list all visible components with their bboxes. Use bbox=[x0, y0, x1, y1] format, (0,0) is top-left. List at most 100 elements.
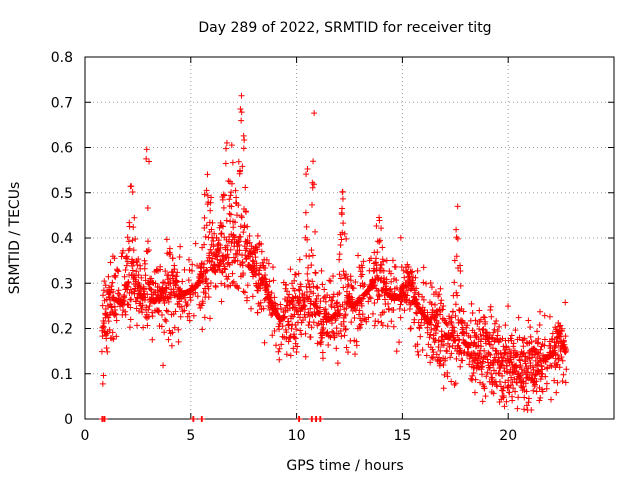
data-point-1746 bbox=[412, 309, 419, 316]
data-point-2544 bbox=[556, 333, 563, 340]
data-point-240 bbox=[142, 260, 149, 267]
data-point-1439 bbox=[357, 268, 364, 275]
data-point-2289 bbox=[510, 340, 517, 347]
data-point-666 bbox=[218, 230, 225, 237]
data-point-138 bbox=[123, 262, 130, 269]
data-point-1582 bbox=[383, 285, 390, 292]
data-point-988 bbox=[276, 345, 283, 352]
data-point-561 bbox=[199, 300, 206, 307]
data-point-1285 bbox=[330, 273, 337, 280]
data-point-2558 bbox=[559, 325, 566, 332]
data-point-209 bbox=[136, 281, 143, 288]
data-point-1881 bbox=[437, 347, 444, 354]
data-point-2592 bbox=[296, 416, 303, 422]
data-point-1863 bbox=[434, 323, 441, 330]
data-point-1407 bbox=[351, 351, 358, 358]
y-tick-label-6: 0.6 bbox=[51, 141, 73, 157]
chart-title: Day 289 of 2022, SRMTID for receiver tit… bbox=[198, 20, 491, 36]
data-point-2121 bbox=[480, 326, 487, 333]
data-point-2208 bbox=[496, 323, 503, 330]
data-point-1780 bbox=[419, 293, 426, 300]
data-point-2347 bbox=[521, 406, 528, 413]
data-point-2345 bbox=[520, 383, 527, 390]
data-point-1572 bbox=[381, 279, 388, 286]
data-point-2166 bbox=[488, 375, 495, 382]
data-point-569 bbox=[201, 225, 208, 232]
data-point-650 bbox=[215, 237, 222, 244]
data-point-1940 bbox=[447, 318, 454, 325]
data-point-2264 bbox=[506, 346, 513, 353]
data-point-529 bbox=[194, 262, 201, 269]
data-point-2059 bbox=[469, 372, 476, 379]
data-point-171 bbox=[129, 189, 136, 196]
data-point-558 bbox=[199, 326, 206, 333]
data-point-2588 bbox=[190, 416, 197, 422]
data-point-1384 bbox=[347, 277, 354, 284]
data-point-1994 bbox=[457, 347, 464, 354]
data-point-1875 bbox=[436, 291, 443, 298]
data-point-597 bbox=[206, 252, 213, 259]
data-point-696 bbox=[224, 242, 231, 249]
data-point-1340 bbox=[339, 195, 346, 202]
y-tick-label-7: 0.7 bbox=[51, 95, 73, 111]
data-point-1445 bbox=[358, 302, 365, 309]
data-point-1005 bbox=[279, 322, 286, 329]
data-point-2545 bbox=[556, 364, 563, 371]
x-tick-label-0: 0 bbox=[81, 428, 90, 444]
data-point-1862 bbox=[433, 351, 440, 358]
data-point-928 bbox=[265, 260, 272, 267]
data-point-2424 bbox=[534, 349, 541, 356]
data-point-185 bbox=[132, 235, 139, 242]
data-point-781 bbox=[239, 163, 246, 170]
data-point-1995 bbox=[457, 282, 464, 289]
data-point-1158 bbox=[307, 305, 314, 312]
data-point-2219 bbox=[498, 383, 505, 390]
data-point-197 bbox=[134, 262, 141, 269]
data-point-1681 bbox=[401, 274, 408, 281]
data-point-2371 bbox=[525, 317, 532, 324]
data-point-2127 bbox=[481, 385, 488, 392]
data-point-795 bbox=[241, 289, 248, 296]
data-point-1327 bbox=[337, 241, 344, 248]
data-point-2067 bbox=[470, 369, 477, 376]
data-point-1718 bbox=[407, 325, 414, 332]
data-point-1305 bbox=[333, 325, 340, 332]
data-point-409 bbox=[172, 308, 179, 315]
data-point-2434 bbox=[536, 322, 543, 329]
data-point-1141 bbox=[304, 236, 311, 243]
data-point-1173 bbox=[309, 252, 316, 259]
data-point-2286 bbox=[510, 385, 517, 392]
data-point-889 bbox=[258, 248, 265, 255]
data-point-1821 bbox=[426, 334, 433, 341]
data-point-1341 bbox=[340, 220, 347, 227]
data-point-786 bbox=[240, 229, 247, 236]
data-point-1660 bbox=[397, 301, 404, 308]
data-point-2535 bbox=[554, 352, 561, 359]
data-point-194 bbox=[133, 259, 140, 266]
data-point-1747 bbox=[413, 285, 420, 292]
data-point-923 bbox=[264, 283, 271, 290]
data-point-501 bbox=[189, 267, 196, 274]
data-point-1843 bbox=[430, 349, 437, 356]
data-point-351 bbox=[162, 316, 169, 323]
data-point-458 bbox=[181, 307, 188, 314]
data-point-533 bbox=[194, 293, 201, 300]
data-point-1048 bbox=[287, 266, 294, 273]
data-point-1546 bbox=[376, 237, 383, 244]
data-point-75 bbox=[112, 310, 119, 317]
data-point-2389 bbox=[528, 338, 535, 345]
data-point-199 bbox=[134, 295, 141, 302]
data-point-255 bbox=[144, 204, 151, 211]
data-point-1460 bbox=[361, 281, 368, 288]
data-point-2365 bbox=[524, 369, 531, 376]
data-point-2230 bbox=[500, 387, 507, 394]
data-point-829 bbox=[248, 305, 255, 312]
data-point-2249 bbox=[503, 398, 510, 405]
data-point-642 bbox=[214, 256, 221, 263]
data-point-43 bbox=[106, 326, 113, 333]
data-point-1697 bbox=[404, 292, 411, 299]
data-point-1975 bbox=[454, 292, 461, 299]
data-point-2568 bbox=[560, 337, 567, 344]
data-point-1741 bbox=[412, 289, 419, 296]
